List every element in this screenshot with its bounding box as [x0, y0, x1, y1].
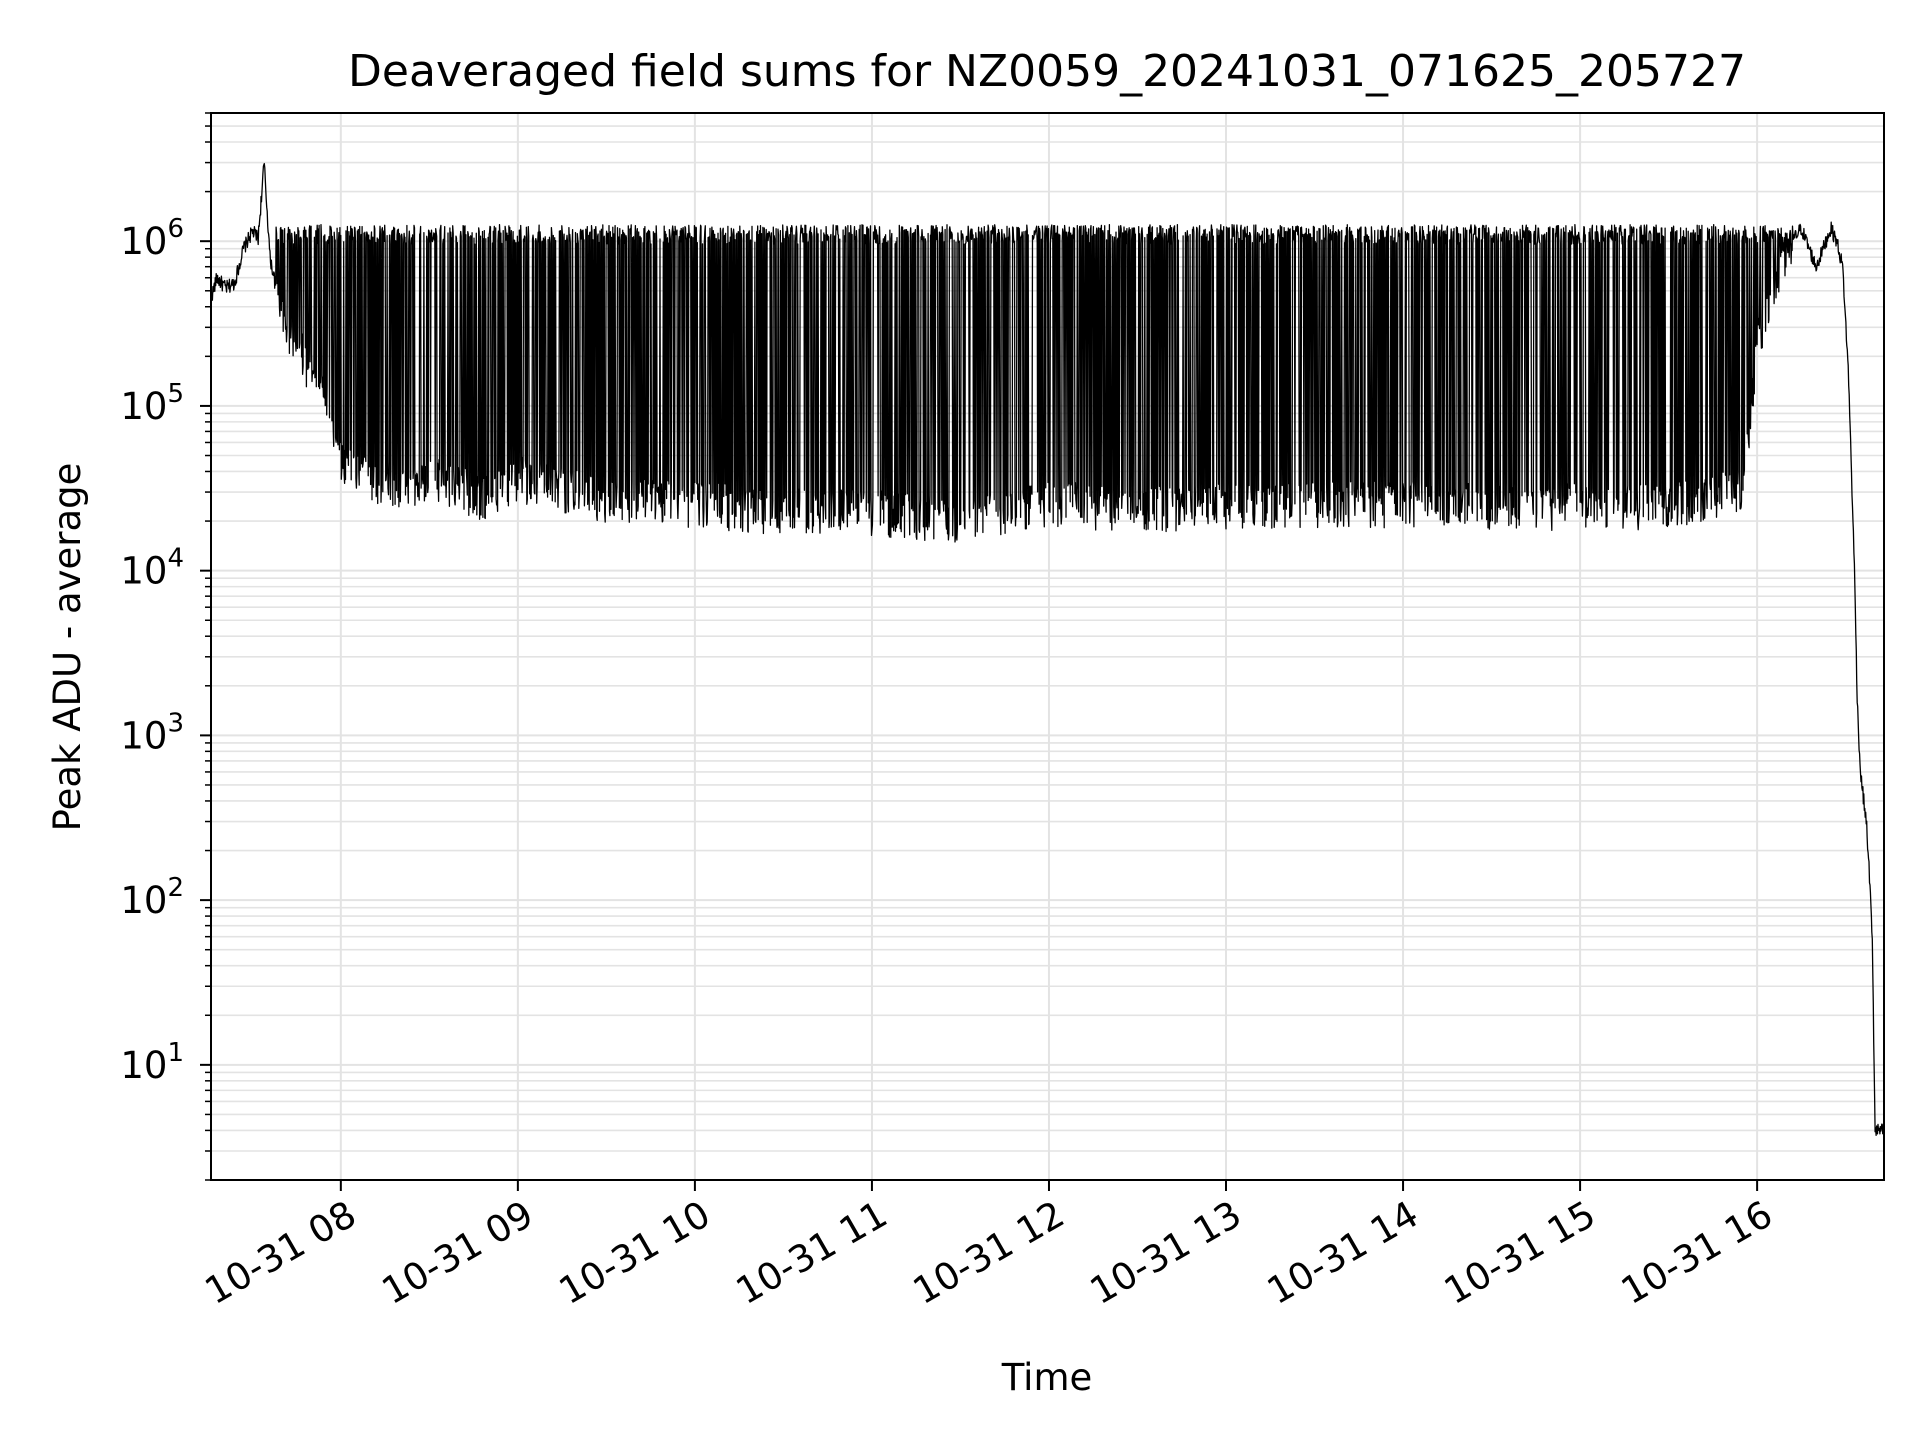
y-tick-exponent: 6 — [167, 214, 184, 244]
x-ticks: 10-31 08 10-31 09 10-31 10 10-31 11 10-31 12… — [198, 1180, 1780, 1313]
y-tick-label: 105 — [120, 379, 184, 428]
y-tick-base: 10 — [120, 220, 167, 263]
x-tick-label: 10-31 16 — [1614, 1193, 1780, 1313]
y-tick-label: 101 — [120, 1038, 184, 1087]
x-tick-label: 10-31 15 — [1437, 1193, 1603, 1313]
x-tick-label: 10-31 11 — [729, 1193, 895, 1313]
y-tick-base: 10 — [120, 714, 167, 757]
y-tick-exponent: 1 — [167, 1038, 184, 1068]
series-line — [210, 162, 1885, 1136]
y-tick-label: 103 — [120, 708, 184, 757]
x-tick-label: 10-31 09 — [375, 1193, 541, 1313]
x-tick-label: 10-31 12 — [906, 1193, 1072, 1313]
y-tick-base: 10 — [120, 550, 167, 593]
y-tick-base: 10 — [120, 385, 167, 428]
y-tick-label: 102 — [120, 873, 184, 922]
y-tick-exponent: 2 — [167, 873, 184, 903]
y-tick-exponent: 4 — [167, 544, 184, 574]
chart-title: Deaveraged field sums for NZ0059_2024103… — [348, 46, 1746, 97]
y-tick-base: 10 — [120, 1044, 167, 1087]
x-tick-label: 10-31 10 — [552, 1193, 718, 1313]
x-tick-label: 10-31 08 — [198, 1193, 364, 1313]
x-axis-label: Time — [1001, 1356, 1093, 1399]
y-tick-base: 10 — [120, 879, 167, 922]
y-tick-label: 104 — [120, 544, 184, 593]
plot-frame — [210, 112, 1885, 1181]
y-tick-label: 106 — [120, 214, 184, 263]
data-line — [210, 162, 1885, 1136]
y-tick-exponent: 5 — [167, 379, 184, 409]
y-axis-label: Peak ADU - average — [46, 463, 89, 832]
x-tick-label: 10-31 13 — [1083, 1193, 1249, 1313]
x-tick-label: 10-31 14 — [1260, 1193, 1426, 1313]
y-tick-exponent: 3 — [167, 708, 184, 738]
